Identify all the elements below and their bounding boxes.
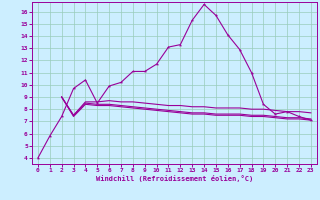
X-axis label: Windchill (Refroidissement éolien,°C): Windchill (Refroidissement éolien,°C) (96, 175, 253, 182)
